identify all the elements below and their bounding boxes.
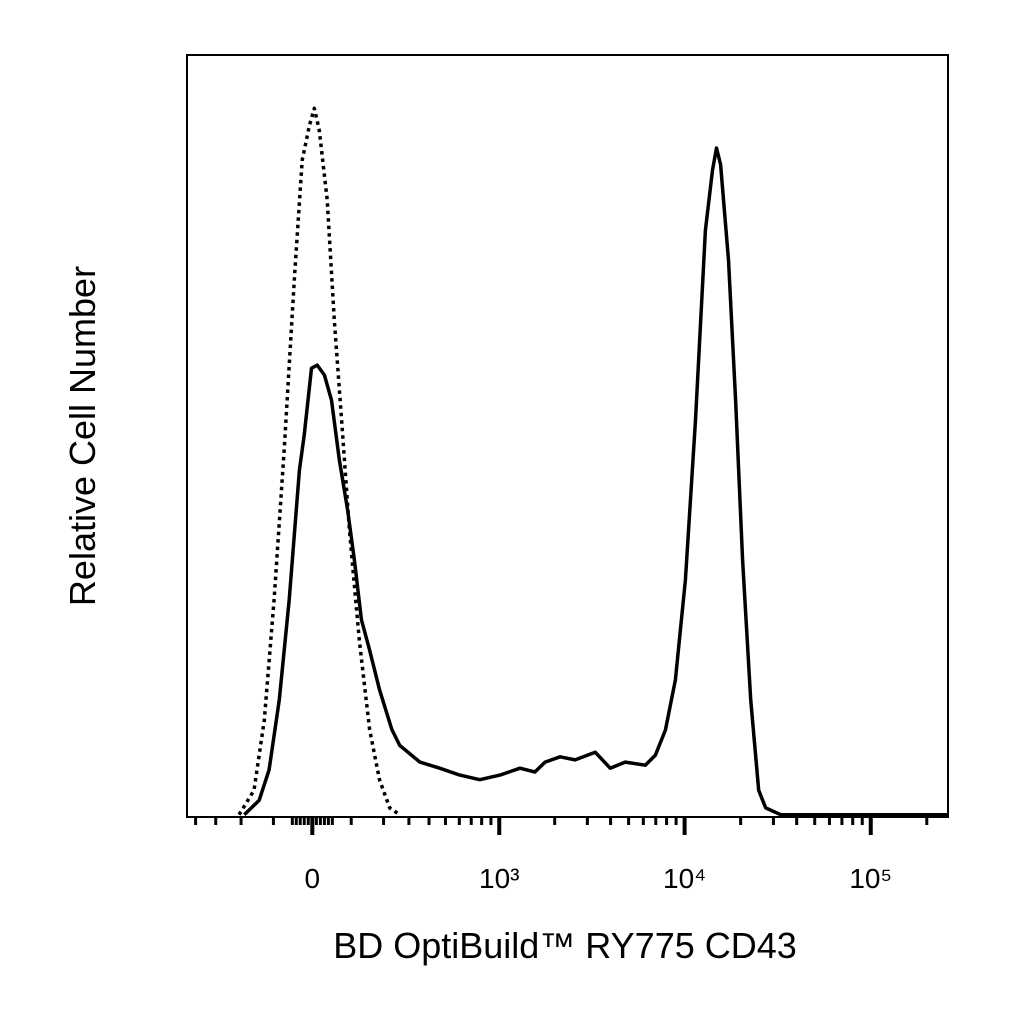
x-tick-label: 10⁴ bbox=[663, 863, 706, 894]
y-axis-label: Relative Cell Number bbox=[62, 266, 103, 606]
x-axis-label: BD OptiBuild™ RY775 CD43 bbox=[333, 925, 797, 966]
plot-frame bbox=[186, 54, 949, 818]
x-tick-label: 10³ bbox=[479, 863, 519, 894]
x-tick-label: 10⁵ bbox=[849, 863, 892, 894]
series-line bbox=[243, 146, 948, 817]
x-tick-label: 0 bbox=[305, 863, 321, 894]
series-line bbox=[237, 106, 401, 817]
